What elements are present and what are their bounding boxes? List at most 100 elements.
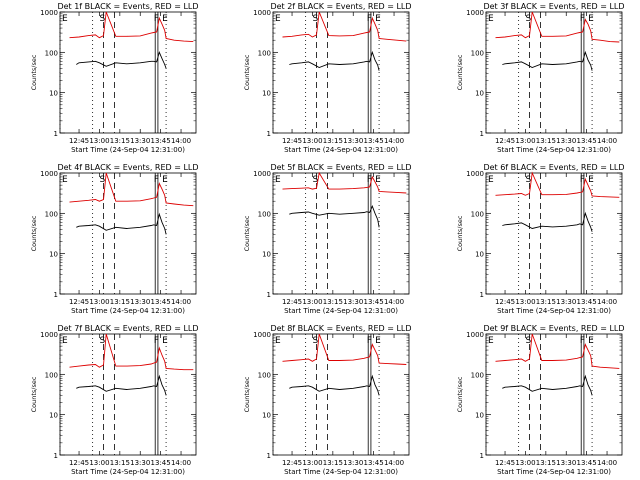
x-tick-label: 13:00 [302,459,322,467]
y-axis-label: Counts/sec [30,54,38,90]
marker-label: S [313,175,319,185]
x-axis-label: Start Time (24-Sep-04 12:31:00) [284,468,398,476]
y-tick-label: 1000 [466,331,484,339]
x-tick-label: 12:45 [69,459,89,467]
marker-label: E [588,336,594,346]
marker-label: S [313,336,319,346]
y-tick-label: 10 [262,412,271,420]
marker-label: F [580,336,585,346]
marker-label: E [375,175,381,185]
detector-panel: Det 1f BLACK = Events, RED = LLD 1 10 100 10… [30,2,199,154]
y-axis-label: Counts/sec [243,376,251,412]
y-tick-label: 10 [49,90,58,98]
x-tick-label: 13:00 [515,298,535,306]
y-tick-label: 1 [267,452,271,460]
marker-label: E [62,336,68,346]
series-line-events [76,50,167,69]
y-tick-label: 100 [45,371,58,379]
y-tick-label: 1000 [466,9,484,17]
x-axis-label: Start Time (24-Sep-04 12:31:00) [497,307,611,315]
y-tick-label: 10 [262,90,271,98]
y-axis-label: Counts/sec [243,54,251,90]
x-tick-label: 13:45 [364,459,384,467]
y-tick-label: 1000 [253,170,271,178]
marker-label: E [588,14,594,24]
x-tick-label: 14:00 [171,298,191,306]
series-line-events [289,50,380,71]
marker-label: S [313,14,319,24]
detector-panel: Det 4f BLACK = Events, RED = LLD 1 10 100 10… [30,163,199,315]
y-tick-label: 10 [475,90,484,98]
panel-title: Det 1f BLACK = Events, RED = LLD [57,2,198,11]
marker-label: E [375,14,381,24]
series-line-lld [495,333,620,369]
x-tick-label: 13:45 [364,298,384,306]
y-tick-label: 1000 [40,170,58,178]
x-tick-label: 13:45 [364,137,384,145]
x-tick-label: 14:00 [171,459,191,467]
x-tick-label: 13:00 [89,298,109,306]
series-line-events [76,374,167,396]
marker-label: F [580,175,585,185]
marker-label: E [588,175,594,185]
x-tick-label: 13:45 [151,459,171,467]
y-tick-label: 1 [480,130,484,138]
marker-label: E [275,175,281,185]
x-axis-label: Start Time (24-Sep-04 12:31:00) [71,307,185,315]
y-tick-label: 100 [471,371,484,379]
y-axis-label: Counts/sec [456,54,464,90]
series-line-events [76,212,167,235]
marker-label: E [62,175,68,185]
x-tick-label: 13:15 [323,459,343,467]
y-tick-label: 1 [480,291,484,299]
marker-label: S [100,14,106,24]
x-tick-label: 13:15 [110,298,130,306]
marker-label: E [375,336,381,346]
y-tick-label: 1 [54,291,58,299]
marker-label: S [526,336,532,346]
y-tick-label: 10 [262,251,271,259]
marker-label: F [154,14,159,24]
x-tick-label: 12:45 [495,459,515,467]
marker-label: F [367,336,372,346]
detector-panel: Det 9f BLACK = Events, RED = LLD 1 10 100 10… [456,324,625,476]
series-line-events [502,211,593,232]
y-tick-label: 10 [475,251,484,259]
x-tick-label: 13:00 [89,137,109,145]
x-tick-label: 12:45 [495,298,515,306]
y-tick-label: 1 [267,130,271,138]
y-axis-label: Counts/sec [243,215,251,251]
x-tick-label: 13:30 [343,459,363,467]
series-line-events [502,374,593,396]
x-tick-label: 12:45 [69,298,89,306]
panel-title: Det 5f BLACK = Events, RED = LLD [270,163,411,172]
y-axis-label: Counts/sec [30,376,38,412]
marker-label: E [162,336,168,346]
marker-label: S [526,175,532,185]
x-tick-label: 13:00 [515,137,535,145]
x-axis-label: Start Time (24-Sep-04 12:31:00) [284,307,398,315]
detector-panel: Det 6f BLACK = Events, RED = LLD 1 10 100 10… [456,163,625,315]
y-tick-label: 100 [258,371,271,379]
marker-label: E [62,14,68,24]
x-tick-label: 13:15 [323,298,343,306]
plot-frame [59,11,197,134]
series-line-events [289,374,380,396]
x-tick-label: 13:15 [110,459,130,467]
x-tick-label: 13:15 [110,137,130,145]
x-tick-label: 13:00 [89,459,109,467]
x-tick-label: 14:00 [597,137,617,145]
marker-label: E [488,175,494,185]
series-line-events [502,50,593,71]
x-tick-label: 13:30 [130,298,150,306]
plot-frame [485,172,623,295]
x-tick-label: 13:30 [343,137,363,145]
marker-label: F [154,336,159,346]
marker-label: E [275,336,281,346]
y-tick-label: 100 [471,49,484,57]
x-tick-label: 13:15 [536,298,556,306]
x-axis-label: Start Time (24-Sep-04 12:31:00) [497,468,611,476]
x-tick-label: 14:00 [384,298,404,306]
x-axis-label: Start Time (24-Sep-04 12:31:00) [497,146,611,154]
